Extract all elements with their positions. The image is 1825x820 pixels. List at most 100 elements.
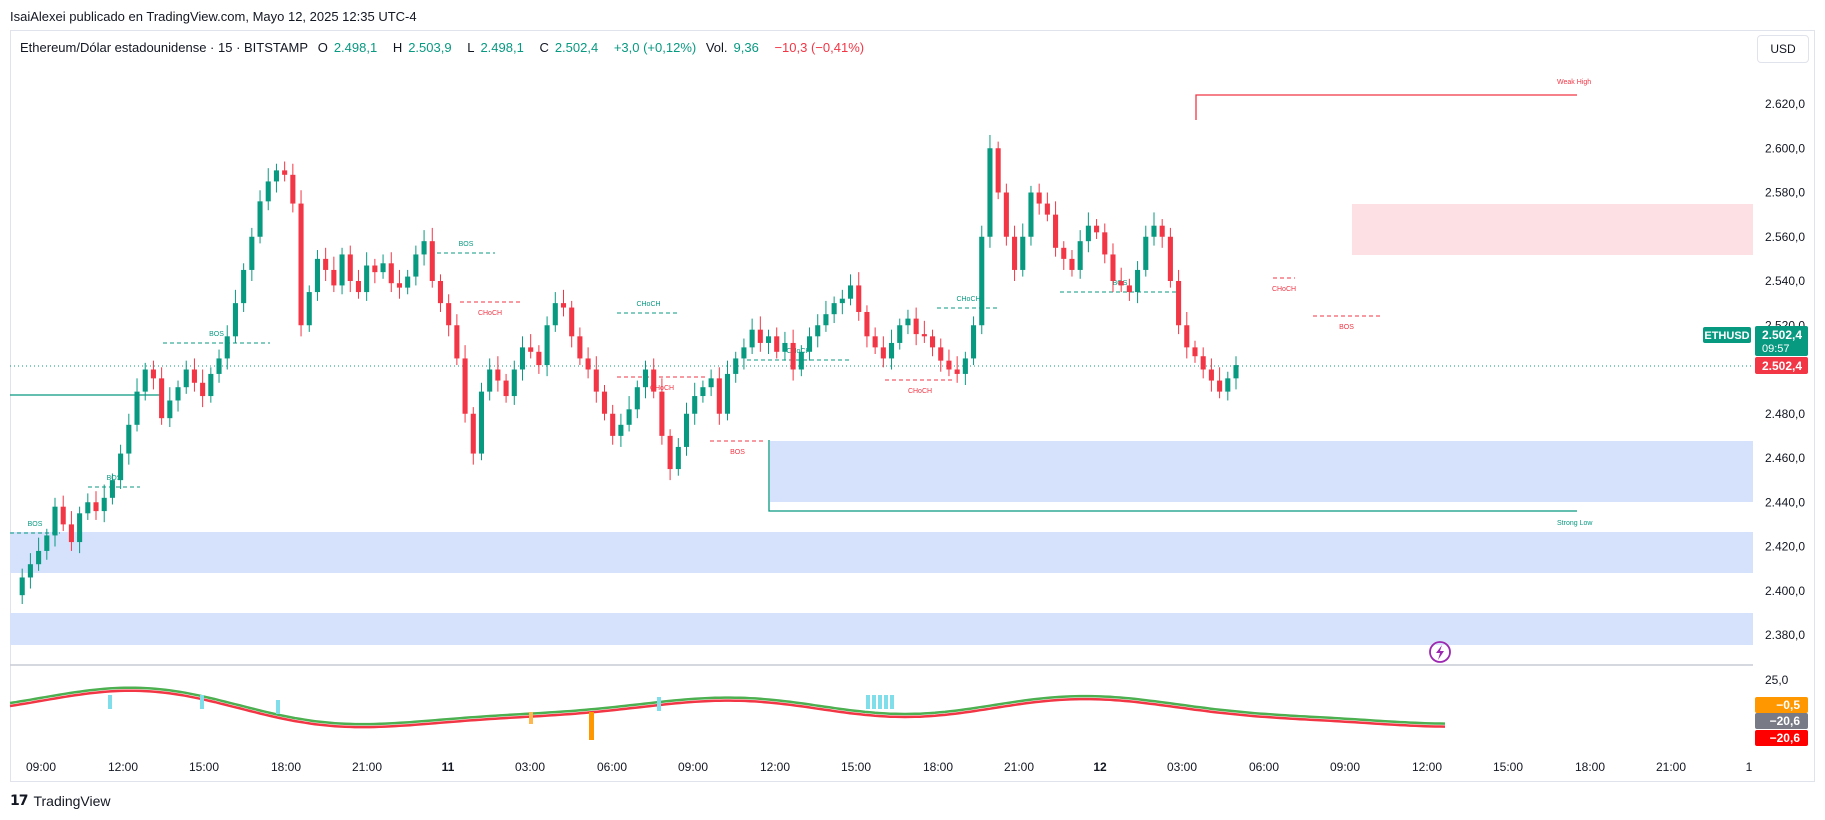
symbol-badge: ETHUSD — [1704, 330, 1749, 342]
candle-body — [1135, 269, 1141, 293]
price-chart[interactable]: Weak High Strong Low BOS BOS BOS BOS CHoCH CHoC… — [0, 0, 1825, 790]
low-value: 2.498,1 — [480, 40, 524, 55]
candle-body — [954, 369, 960, 374]
currency-button[interactable]: USD — [1757, 35, 1809, 63]
bos-label: BOS — [28, 521, 43, 528]
candle-body — [421, 241, 427, 255]
candle-body — [68, 524, 74, 543]
candle-body — [815, 325, 821, 337]
candle-body — [618, 424, 624, 436]
candle-body — [347, 254, 353, 281]
price-tick: 2.600,0 — [1765, 141, 1805, 155]
candle-body — [1159, 225, 1165, 237]
oscillator-signal-bar — [657, 697, 661, 711]
candle-body — [339, 254, 345, 286]
candle-body — [93, 502, 99, 512]
candle-body — [429, 241, 435, 281]
price-tick: 2.440,0 — [1765, 495, 1805, 509]
candle-body — [979, 236, 985, 326]
oscillator-slow-line — [9, 689, 1446, 729]
time-tick: 18:00 — [271, 760, 301, 774]
candle-body — [1184, 325, 1190, 348]
candle-body — [724, 373, 731, 414]
oscillator-fast-line — [9, 686, 1446, 726]
candle-body — [85, 502, 91, 514]
indicator-tick: 25,0 — [1765, 673, 1789, 687]
price-tick: 2.540,0 — [1765, 274, 1805, 288]
tradingview-logo[interactable]: 17 TradingView — [10, 793, 111, 809]
candle-body — [52, 506, 58, 536]
candle-body — [1061, 247, 1067, 259]
candle-body — [27, 564, 33, 578]
candle-body — [1176, 281, 1182, 326]
candle-body — [265, 181, 271, 202]
choch-label: CHoCH — [636, 301, 660, 308]
strong-low-line — [768, 440, 1577, 512]
candle-body — [1151, 225, 1157, 237]
candle-body — [601, 391, 608, 414]
candle-body — [273, 170, 279, 182]
candle-body — [692, 396, 698, 414]
candle-body — [487, 369, 493, 392]
time-tick: 09:00 — [678, 760, 708, 774]
oscillator-signal-bar — [529, 712, 533, 724]
candle-body — [552, 303, 558, 326]
candle-body — [569, 307, 575, 337]
oscillator-signal-bar — [884, 695, 888, 709]
bos-label: BOS — [459, 241, 474, 248]
candle-body — [437, 281, 444, 304]
change-value: +3,0 (+0,12%) — [613, 40, 697, 55]
candle-body — [380, 263, 386, 273]
time-tick: 06:00 — [597, 760, 627, 774]
candle-body — [298, 203, 304, 326]
time-tick: 15:00 — [1493, 760, 1523, 774]
candle-body — [159, 378, 165, 419]
candle-body — [1118, 281, 1124, 286]
candle-body — [323, 258, 329, 270]
candle-body — [642, 369, 649, 388]
candle-body — [577, 336, 583, 359]
oscillator-signal-bar — [589, 712, 594, 740]
demand-zone-1 — [10, 532, 1753, 573]
symbol-title[interactable]: Ethereum/Dólar estadounidense · 15 · BIT… — [20, 40, 309, 55]
indicator-badge: −0,5 — [1776, 698, 1800, 712]
candle-body — [134, 391, 140, 425]
candle-body — [544, 325, 550, 366]
candle-body — [388, 263, 394, 284]
candle-body — [626, 409, 632, 425]
symbol-legend: Ethereum/Dólar estadounidense · 15 · BIT… — [20, 40, 870, 55]
oscillator-signal-bar — [200, 695, 204, 709]
candle-body — [224, 336, 230, 359]
candle-body — [150, 369, 156, 379]
time-tick: 1 — [1746, 760, 1753, 774]
choch-label: CHoCH — [908, 388, 932, 395]
candle-body — [167, 400, 173, 419]
candle-body — [257, 201, 263, 237]
close-label: C — [539, 40, 549, 55]
candle-body — [519, 347, 526, 370]
oscillator-signal-bar — [890, 695, 894, 709]
high-value: 2.503,9 — [408, 40, 452, 55]
indicator-badge: −20,6 — [1770, 731, 1801, 745]
candle-body — [249, 236, 255, 270]
candle-body — [241, 269, 247, 304]
volume-change: −10,3 (−0,41%) — [774, 40, 865, 55]
candle-body — [634, 387, 640, 410]
candle-body — [962, 358, 968, 374]
candle-body — [560, 303, 567, 308]
candle-body — [470, 413, 476, 454]
candle-body — [191, 369, 197, 383]
candle-body — [946, 360, 952, 370]
candle-body — [995, 148, 1001, 193]
time-tick: 21:00 — [352, 760, 382, 774]
low-label: L — [467, 40, 475, 55]
candle-body — [708, 378, 714, 388]
candle-body — [511, 369, 517, 397]
indicator-badge-bg — [1755, 730, 1808, 746]
candle-body — [864, 311, 870, 337]
candle-body — [1012, 236, 1018, 270]
candle-body — [683, 413, 690, 447]
candle-body — [987, 148, 993, 237]
volume-label: Vol. — [705, 40, 728, 55]
open-value: 2.498,1 — [333, 40, 378, 55]
